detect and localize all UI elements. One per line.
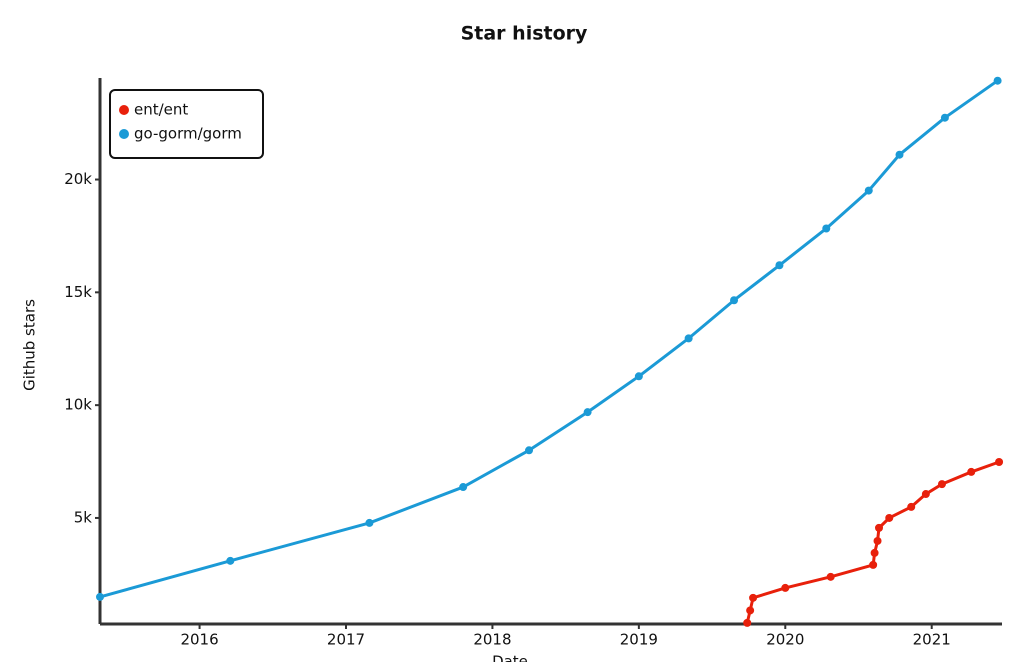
data-point xyxy=(775,261,784,270)
data-point xyxy=(895,150,904,159)
x-tick-label: 2018 xyxy=(473,631,511,649)
x-tick-label: 2021 xyxy=(913,631,951,649)
data-point xyxy=(583,408,592,417)
data-point xyxy=(940,113,949,122)
legend-label: ent/ent xyxy=(134,101,188,119)
data-point xyxy=(746,606,755,615)
legend-swatch xyxy=(119,105,129,115)
data-point xyxy=(96,592,104,601)
y-tick-label: 10k xyxy=(64,396,92,414)
data-point xyxy=(993,76,1002,85)
data-point xyxy=(226,556,235,565)
legend-swatch xyxy=(119,129,129,139)
data-point xyxy=(684,334,693,343)
data-point xyxy=(525,446,534,455)
y-tick-label: 5k xyxy=(74,508,93,526)
data-point xyxy=(822,224,831,233)
data-point xyxy=(749,593,758,602)
chart-title: Star history xyxy=(461,23,588,45)
y-tick-label: 15k xyxy=(64,283,92,301)
data-point xyxy=(875,523,883,532)
x-axis-label: Date xyxy=(492,653,528,662)
data-point xyxy=(826,572,835,581)
data-point xyxy=(967,467,976,476)
x-tick-label: 2020 xyxy=(766,631,804,649)
data-point xyxy=(869,560,878,569)
data-point xyxy=(907,502,916,511)
data-point xyxy=(864,186,873,195)
data-point xyxy=(937,480,946,489)
data-point xyxy=(781,583,790,592)
data-point xyxy=(634,372,643,381)
data-point xyxy=(873,536,882,545)
x-tick-label: 2016 xyxy=(180,631,218,649)
data-point xyxy=(459,483,468,492)
y-axis-label: Github stars xyxy=(21,299,39,391)
data-point xyxy=(885,513,894,522)
data-point xyxy=(743,618,752,627)
data-point xyxy=(730,296,739,305)
data-point xyxy=(921,490,930,499)
data-point xyxy=(995,458,1004,467)
legend-label: go-gorm/gorm xyxy=(134,125,242,143)
data-point xyxy=(365,518,374,527)
y-tick-label: 20k xyxy=(64,170,92,188)
data-point xyxy=(870,548,879,557)
series-line xyxy=(745,460,1000,624)
legend-box xyxy=(109,89,264,159)
x-tick-label: 2019 xyxy=(620,631,658,649)
x-tick-label: 2017 xyxy=(327,631,365,649)
